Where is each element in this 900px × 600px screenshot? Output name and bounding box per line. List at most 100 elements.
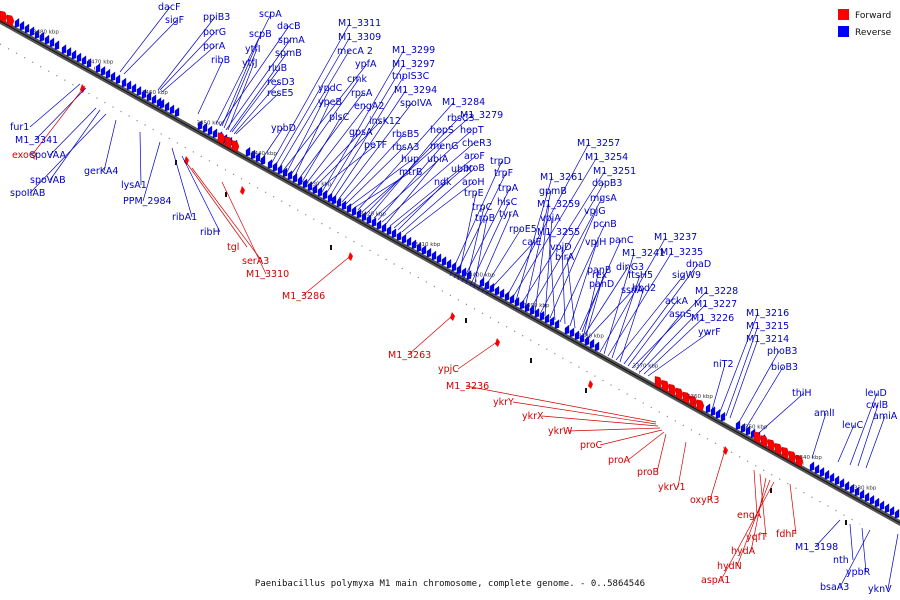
black-mark-2 <box>225 192 227 197</box>
gene-label-m1-3310: M1_3310 <box>246 269 289 280</box>
gene-label-phob3: phoB3 <box>767 346 797 357</box>
ruler-dotted-line <box>0 43 861 525</box>
gene-label-rex: rex <box>592 270 607 281</box>
gene-label-ypeb: ypeB <box>318 97 342 108</box>
gene-label-m1-3251: M1_3251 <box>593 166 636 177</box>
tick-3410-kbp: 3410 kbp <box>415 242 441 248</box>
gene-label-m1-3341: M1_3341 <box>15 135 58 146</box>
gene-label-m1-3198: M1_3198 <box>795 542 838 553</box>
black-mark-4 <box>465 318 467 323</box>
gene-label-pand: panD <box>589 279 614 290</box>
gene-label-ypfa: ypfA <box>355 59 377 70</box>
gene-label-cwlb: cwlB <box>866 400 888 411</box>
forward-gene-block-2 <box>217 132 240 153</box>
gene-label-m1-3299: M1_3299 <box>392 45 435 56</box>
gene-label-caie: caiE <box>522 237 542 248</box>
legend-forward-label: Forward <box>855 11 891 21</box>
gene-label-vpjh: vpjH <box>585 237 606 248</box>
gene-label-m1-3279: M1_3279 <box>460 110 503 121</box>
forward-gene-mark-4 <box>348 252 353 261</box>
gene-label-trpf: trpF <box>494 168 513 179</box>
reverse-gene-block-1 <box>14 18 60 50</box>
legend-forward-swatch <box>838 9 849 20</box>
gene-label-m1-3309: M1_3309 <box>338 32 381 43</box>
gene-label-nit2: niT2 <box>713 359 734 370</box>
gene-label-rlub: rluB <box>268 63 287 74</box>
gene-label-spoiiab: spoIIAB <box>10 188 45 199</box>
label-leader-lines <box>29 6 899 590</box>
gene-label-sigf: sigF <box>165 15 184 26</box>
gene-label-m1-3286: M1_3286 <box>282 291 325 302</box>
forward-gene-mark-6 <box>495 338 500 347</box>
gene-label-yqft: yqfT <box>746 532 767 543</box>
gene-label-ykrw: ykrW <box>548 426 573 437</box>
gene-label-mtrb: mtrB <box>399 167 422 178</box>
gene-label-tyra: tyrA <box>499 209 519 220</box>
gene-label-hept: hepT <box>460 125 484 136</box>
gene-label-m1-3259: M1_3259 <box>537 199 580 210</box>
gene-label-rbsb5: rbsB5 <box>392 129 419 140</box>
gene-label-riba1: ribA1 <box>172 212 197 223</box>
gene-label-ribb: ribB <box>211 55 230 66</box>
gene-label-exoq: exoQ <box>12 150 36 161</box>
gene-label-scpb: scpB <box>249 29 272 40</box>
gene-label-spovaa: spoVAA <box>30 150 66 161</box>
gene-label-ywrf: ywrF <box>698 327 721 338</box>
gene-label-gerka4: gerKA4 <box>84 166 118 177</box>
gene-label-vpjg: vpjG <box>584 206 606 217</box>
gene-label-heps: hepS <box>430 125 454 136</box>
tick-3460-kbp: 3460 kbp <box>142 90 168 96</box>
gene-label-trpd: trpD <box>490 156 511 167</box>
gene-label-ykry: ykrY <box>493 397 514 408</box>
forward-gene-block-3 <box>654 376 705 412</box>
tick-3400-kbp: 3400 kbp <box>469 273 495 279</box>
gene-label-m1-3236: M1_3236 <box>446 381 489 392</box>
gene-label-m1-3261: M1_3261 <box>540 172 583 183</box>
tick-3340-kbp: 3340 kbp <box>796 455 822 461</box>
tick-3360-kbp: 3360 kbp <box>687 394 713 400</box>
gene-label-lysa1: lysA1 <box>121 180 147 191</box>
gene-label-fdhf: fdhF <box>776 529 797 540</box>
gene-label-ppm-2984: PPM_2984 <box>123 196 172 207</box>
black-mark-3 <box>330 245 332 250</box>
tick-3420-kbp: 3420 kbp <box>360 212 386 218</box>
gene-label-rese5: resE5 <box>267 88 294 99</box>
forward-gene-block-4 <box>753 431 804 468</box>
gene-label-ypbr: ypbR <box>846 567 871 578</box>
black-mark-7 <box>770 488 772 493</box>
tick-3380-kbp: 3380 kbp <box>578 333 604 339</box>
gene-label-bira: birA <box>555 252 575 263</box>
gene-label-rbsa3: rbsA3 <box>392 142 419 153</box>
gene-label-panc: panC <box>609 235 634 246</box>
gene-label-ppib3: ppiB3 <box>203 12 230 23</box>
gene-label-hisc: hisC <box>497 197 518 208</box>
gene-label-vpjd: vpjD <box>550 242 572 253</box>
gene-label-leud: leuD <box>865 388 887 399</box>
gene-label-m1-3255: M1_3255 <box>537 227 580 238</box>
gene-label-m1-3215: M1_3215 <box>746 321 789 332</box>
gene-label-ytfj: ytfJ <box>242 58 258 69</box>
reverse-gene-block-8 <box>267 159 333 203</box>
forward-gene-mark-2 <box>184 156 189 165</box>
gene-label-m1-3214: M1_3214 <box>746 334 789 345</box>
gene-label-proa: proA <box>608 455 631 466</box>
gene-label-pcnb: pcnB <box>593 219 617 230</box>
gene-label-aroh: aroH <box>462 177 484 188</box>
gene-label-tnpis3c: tnpIS3C <box>392 71 430 82</box>
tick-3470-kbp: 3470 kbp <box>88 60 114 66</box>
gene-label-meca-2: mecA 2 <box>337 46 373 57</box>
gene-label-ypjc: ypjC <box>438 364 459 375</box>
gene-label-plsc: plsC <box>329 112 350 123</box>
tick-3440-kbp: 3440 kbp <box>251 151 277 157</box>
gene-label-panb: panB <box>587 265 611 276</box>
reverse-gene-block-11 <box>564 324 600 352</box>
reverse-gene-block-10 <box>479 277 560 329</box>
gene-label-ytfi: ytfI <box>245 44 261 55</box>
tick-3370-kbp: 3370 kbp <box>633 364 659 370</box>
gene-label-ykrx: ykrX <box>522 411 544 422</box>
forward-gene-mark-3 <box>240 186 245 195</box>
gene-label-vpja: vpjA <box>540 213 561 224</box>
gene-label-trpb: trpB <box>475 213 495 224</box>
forward-gene-mark-7 <box>588 380 593 389</box>
